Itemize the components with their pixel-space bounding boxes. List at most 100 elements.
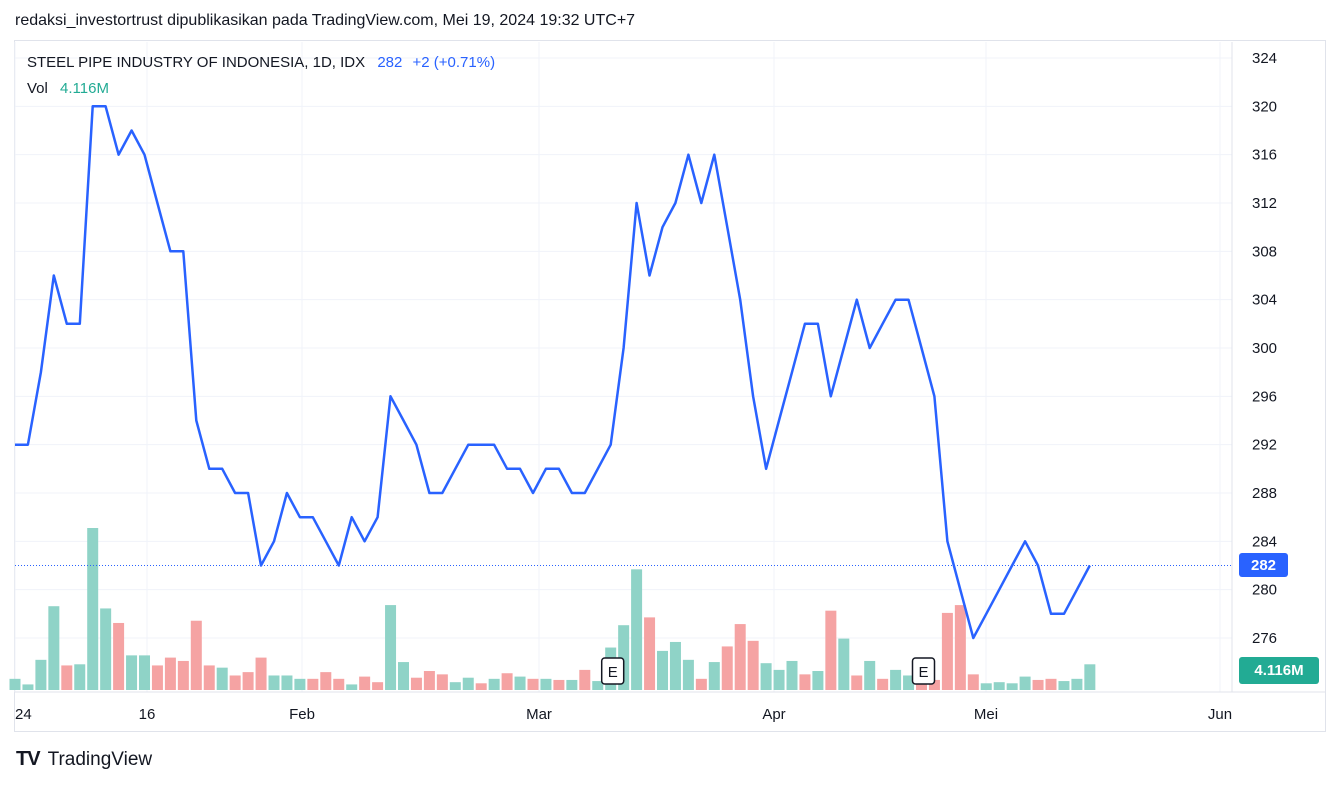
volume-bar xyxy=(488,678,500,690)
volume-bar xyxy=(281,675,293,690)
volume-bar xyxy=(203,665,215,690)
volume-bar xyxy=(592,681,604,690)
volume-bar xyxy=(113,622,125,690)
volume-bar xyxy=(618,625,630,690)
volume-bar xyxy=(877,678,889,690)
publication-caption: redaksi_investortrust dipublikasikan pad… xyxy=(15,12,636,29)
volume-bar xyxy=(410,677,422,690)
volume-bar xyxy=(669,641,681,690)
volume-bar xyxy=(126,655,138,690)
volume-bar xyxy=(242,672,254,690)
volume-bar xyxy=(61,665,73,690)
volume-bar xyxy=(139,655,150,690)
volume-bar xyxy=(346,684,358,690)
y-tick-label: 296 xyxy=(1252,388,1277,405)
volume-bar xyxy=(385,605,397,690)
y-axis-ticks: 324 320 316 312 308 304 300 296 292 288 284 280 276 xyxy=(1252,50,1277,647)
price-line xyxy=(15,105,1091,640)
volume-bars xyxy=(9,528,1096,690)
volume-bar xyxy=(540,678,552,690)
volume-bar xyxy=(22,684,34,690)
symbol-name: STEEL PIPE INDUSTRY OF INDONESIA, 1D, ID… xyxy=(27,54,366,71)
earnings-marker-label: E xyxy=(608,664,618,681)
volume-bar xyxy=(1084,664,1096,690)
volume-bar xyxy=(87,528,99,690)
volume-bar xyxy=(423,671,435,690)
volume-bar xyxy=(1006,683,1018,690)
volume-bar xyxy=(838,638,850,690)
volume-bar xyxy=(1019,676,1031,690)
y-tick-label: 324 xyxy=(1252,50,1277,67)
volume-bar xyxy=(514,676,526,690)
volume-bar xyxy=(566,679,578,690)
x-tick-label: Jun xyxy=(1208,706,1232,723)
volume-bar xyxy=(734,624,746,690)
volume-bar xyxy=(708,662,720,690)
y-tick-label: 276 xyxy=(1252,630,1277,647)
volume-bar xyxy=(773,669,785,690)
volume-label: Vol xyxy=(27,80,48,97)
volume-bar xyxy=(903,675,915,690)
volume-bar xyxy=(812,671,824,690)
volume-bar xyxy=(928,679,940,690)
volume-bar xyxy=(35,659,47,690)
volume-bar xyxy=(786,660,798,690)
volume-bar xyxy=(216,667,228,690)
volume-bar xyxy=(851,675,863,690)
last-price: 282 xyxy=(377,54,403,71)
volume-bar xyxy=(1058,681,1070,690)
x-tick-label: Mar xyxy=(526,706,552,723)
volume-bar xyxy=(449,682,461,690)
x-tick-label: 24 xyxy=(15,706,32,723)
volume-bar xyxy=(190,620,202,690)
y-tick-label: 312 xyxy=(1252,195,1277,212)
volume-bar xyxy=(74,664,86,690)
volume-bar xyxy=(954,605,966,690)
brand-name: TradingView xyxy=(47,748,153,770)
y-tick-label: 316 xyxy=(1252,147,1277,164)
volume-legend: Vol 4.116M xyxy=(27,80,109,97)
volume-bar xyxy=(682,659,694,690)
x-tick-label: Mei xyxy=(974,706,998,723)
volume-bar xyxy=(307,678,319,690)
volume-bar xyxy=(760,663,772,690)
volume-bar xyxy=(398,662,409,690)
volume-bar xyxy=(644,617,656,690)
volume-bar xyxy=(631,569,643,690)
volume-bar xyxy=(359,676,371,690)
volume-bar xyxy=(799,674,811,690)
volume-bar xyxy=(294,678,306,690)
volume-bar xyxy=(941,612,953,690)
volume-bar xyxy=(164,657,176,690)
y-tick-label: 288 xyxy=(1252,485,1277,502)
price-change: +2 (+0.71%) xyxy=(412,54,496,71)
earnings-marker xyxy=(600,657,625,685)
volume-bar xyxy=(527,678,539,690)
earnings-marker-label: E xyxy=(918,664,928,681)
y-tick-label: 308 xyxy=(1252,243,1277,260)
x-tick-label: 16 xyxy=(139,706,156,723)
x-axis-ticks: 24 16 Feb Mar Apr Mei Jun xyxy=(15,706,1232,723)
volume-bar xyxy=(475,683,487,690)
y-tick-label: 284 xyxy=(1252,533,1277,550)
volume-bar xyxy=(747,640,759,690)
volume-bar xyxy=(864,660,876,690)
x-tick-label: Apr xyxy=(762,706,785,723)
volume-bar xyxy=(151,665,163,690)
volume-bar xyxy=(48,606,60,690)
y-tick-label: 300 xyxy=(1252,340,1277,357)
volume-bar xyxy=(9,678,21,690)
price-axis-tag: 282 xyxy=(1239,553,1288,577)
volume-bar xyxy=(100,608,112,690)
volume-bar xyxy=(825,610,837,690)
volume-bar xyxy=(553,679,565,690)
volume-bar xyxy=(268,675,280,690)
y-tick-label: 320 xyxy=(1252,98,1277,115)
y-tick-label: 280 xyxy=(1252,582,1277,599)
tradingview-logo-icon: TV xyxy=(16,748,41,770)
volume-bar xyxy=(462,677,474,690)
volume-bar xyxy=(721,646,733,690)
tradingview-brand[interactable]: TV TradingView xyxy=(16,748,152,771)
